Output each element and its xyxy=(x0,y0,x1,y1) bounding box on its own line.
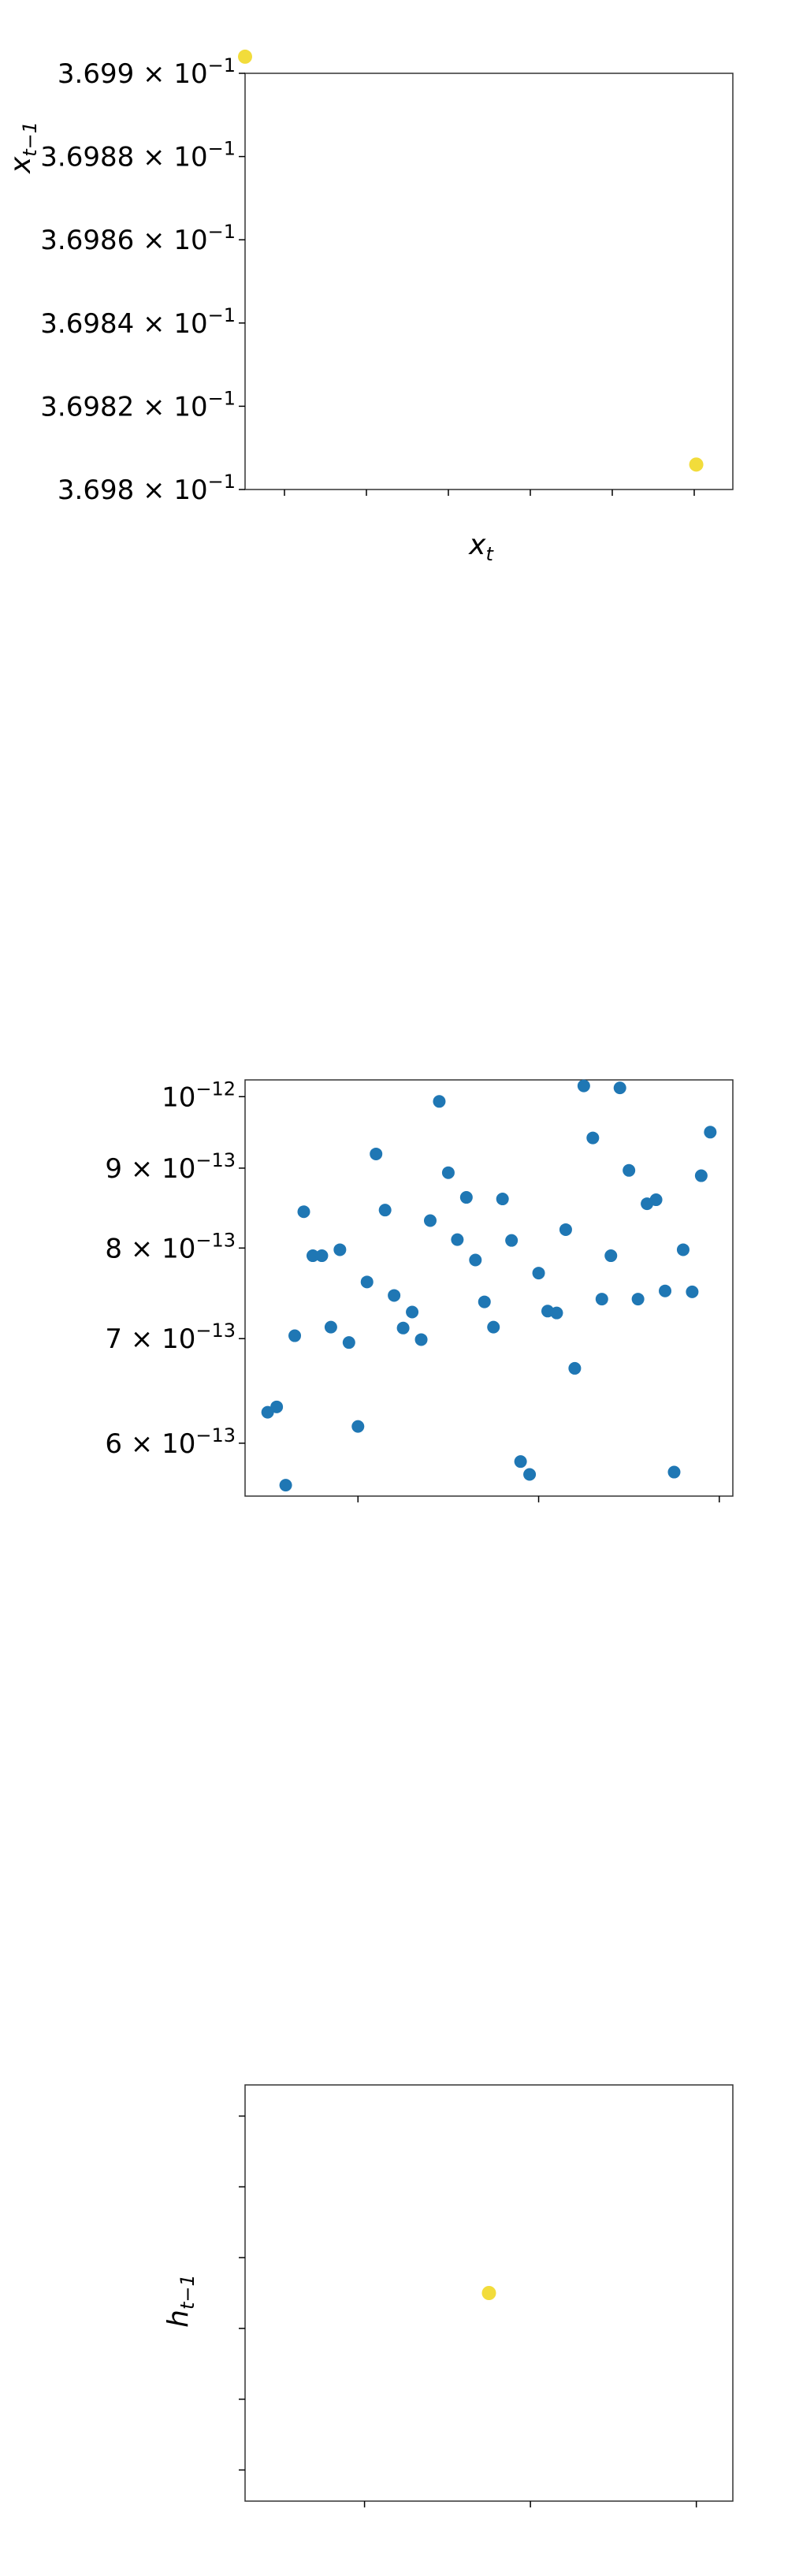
data-point xyxy=(270,1400,284,1413)
data-point xyxy=(604,1249,618,1263)
data-point xyxy=(306,1249,319,1263)
data-point xyxy=(613,1081,626,1095)
data-point xyxy=(238,49,252,64)
data-point xyxy=(623,1163,636,1177)
plot-frame xyxy=(244,2084,734,2502)
y-tick-label: 7 × 10−13 xyxy=(105,1320,236,1355)
data-point xyxy=(324,1320,337,1334)
data-point xyxy=(469,1253,482,1267)
poincare-chart: 3.698 × 10−1 3.6982 × 10−1 3.6984 × 10−1 3.… xyxy=(5,49,734,565)
data-point xyxy=(559,1223,572,1236)
y-tick-label: 3.6984 × 10−1 xyxy=(40,304,236,340)
data-point xyxy=(378,1204,392,1217)
data-point xyxy=(333,1243,347,1256)
data-point xyxy=(297,1205,310,1219)
plot-frame xyxy=(244,73,734,490)
y-axis-label: xt−1 xyxy=(5,121,41,174)
data-point xyxy=(595,1293,608,1306)
data-point xyxy=(423,1214,437,1227)
data-point xyxy=(360,1275,374,1289)
x-axis-label: xt xyxy=(468,529,494,565)
y-axis-label: ht−1 xyxy=(162,2274,199,2328)
plot-frame xyxy=(244,1079,734,1497)
data-point xyxy=(631,1293,645,1306)
data-point xyxy=(288,1329,302,1342)
data-point xyxy=(315,1249,329,1263)
data-point xyxy=(496,1193,509,1206)
data-point xyxy=(459,1191,473,1204)
data-point xyxy=(577,1079,590,1093)
asymptotic-distance-chart: 6 × 10−13 7 × 10−13 8 × 10−13 9 × 10−13 10−1… xyxy=(105,1078,734,1502)
data-point xyxy=(704,1126,717,1139)
data-point xyxy=(676,1243,690,1256)
data-point xyxy=(370,1147,383,1160)
data-point xyxy=(342,1336,355,1349)
data-point xyxy=(441,1166,455,1179)
y-tick-label: 3.6988 × 10−1 xyxy=(40,138,236,173)
data-point xyxy=(586,1131,600,1145)
data-point xyxy=(478,1295,491,1308)
data-point xyxy=(667,1465,681,1479)
data-point xyxy=(689,457,704,472)
data-point xyxy=(659,1284,672,1297)
data-point xyxy=(523,1468,537,1481)
data-point xyxy=(406,1305,419,1319)
y-tick-label: 9 × 10−13 xyxy=(105,1149,236,1185)
y-tick-label: 10−12 xyxy=(162,1078,236,1113)
data-point xyxy=(532,1267,545,1280)
data-point xyxy=(686,1285,699,1298)
hidden-layer-chart: ht−1 xyxy=(162,2084,734,2507)
y-tick-label: 3.6982 × 10−1 xyxy=(40,387,236,423)
data-point xyxy=(649,1193,663,1207)
data-point xyxy=(550,1306,563,1320)
data-point xyxy=(396,1321,410,1335)
data-point xyxy=(279,1479,292,1492)
data-point xyxy=(568,1361,582,1375)
data-point xyxy=(451,1233,464,1246)
y-tick-label: 8 × 10−13 xyxy=(105,1229,236,1264)
data-point xyxy=(487,1320,500,1334)
y-tick-label: 6 × 10−13 xyxy=(105,1424,236,1460)
data-point xyxy=(694,1169,708,1182)
y-tick-label: 3.699 × 10−1 xyxy=(58,54,236,90)
y-tick-label: 3.698 × 10−1 xyxy=(58,471,236,506)
y-tick-label: 3.6986 × 10−1 xyxy=(40,221,236,256)
data-point xyxy=(505,1234,519,1247)
data-point xyxy=(388,1289,401,1302)
data-point xyxy=(514,1455,527,1469)
data-point xyxy=(414,1333,428,1346)
data-point xyxy=(433,1095,446,1108)
data-point xyxy=(351,1420,365,1433)
data-point xyxy=(481,2286,496,2300)
